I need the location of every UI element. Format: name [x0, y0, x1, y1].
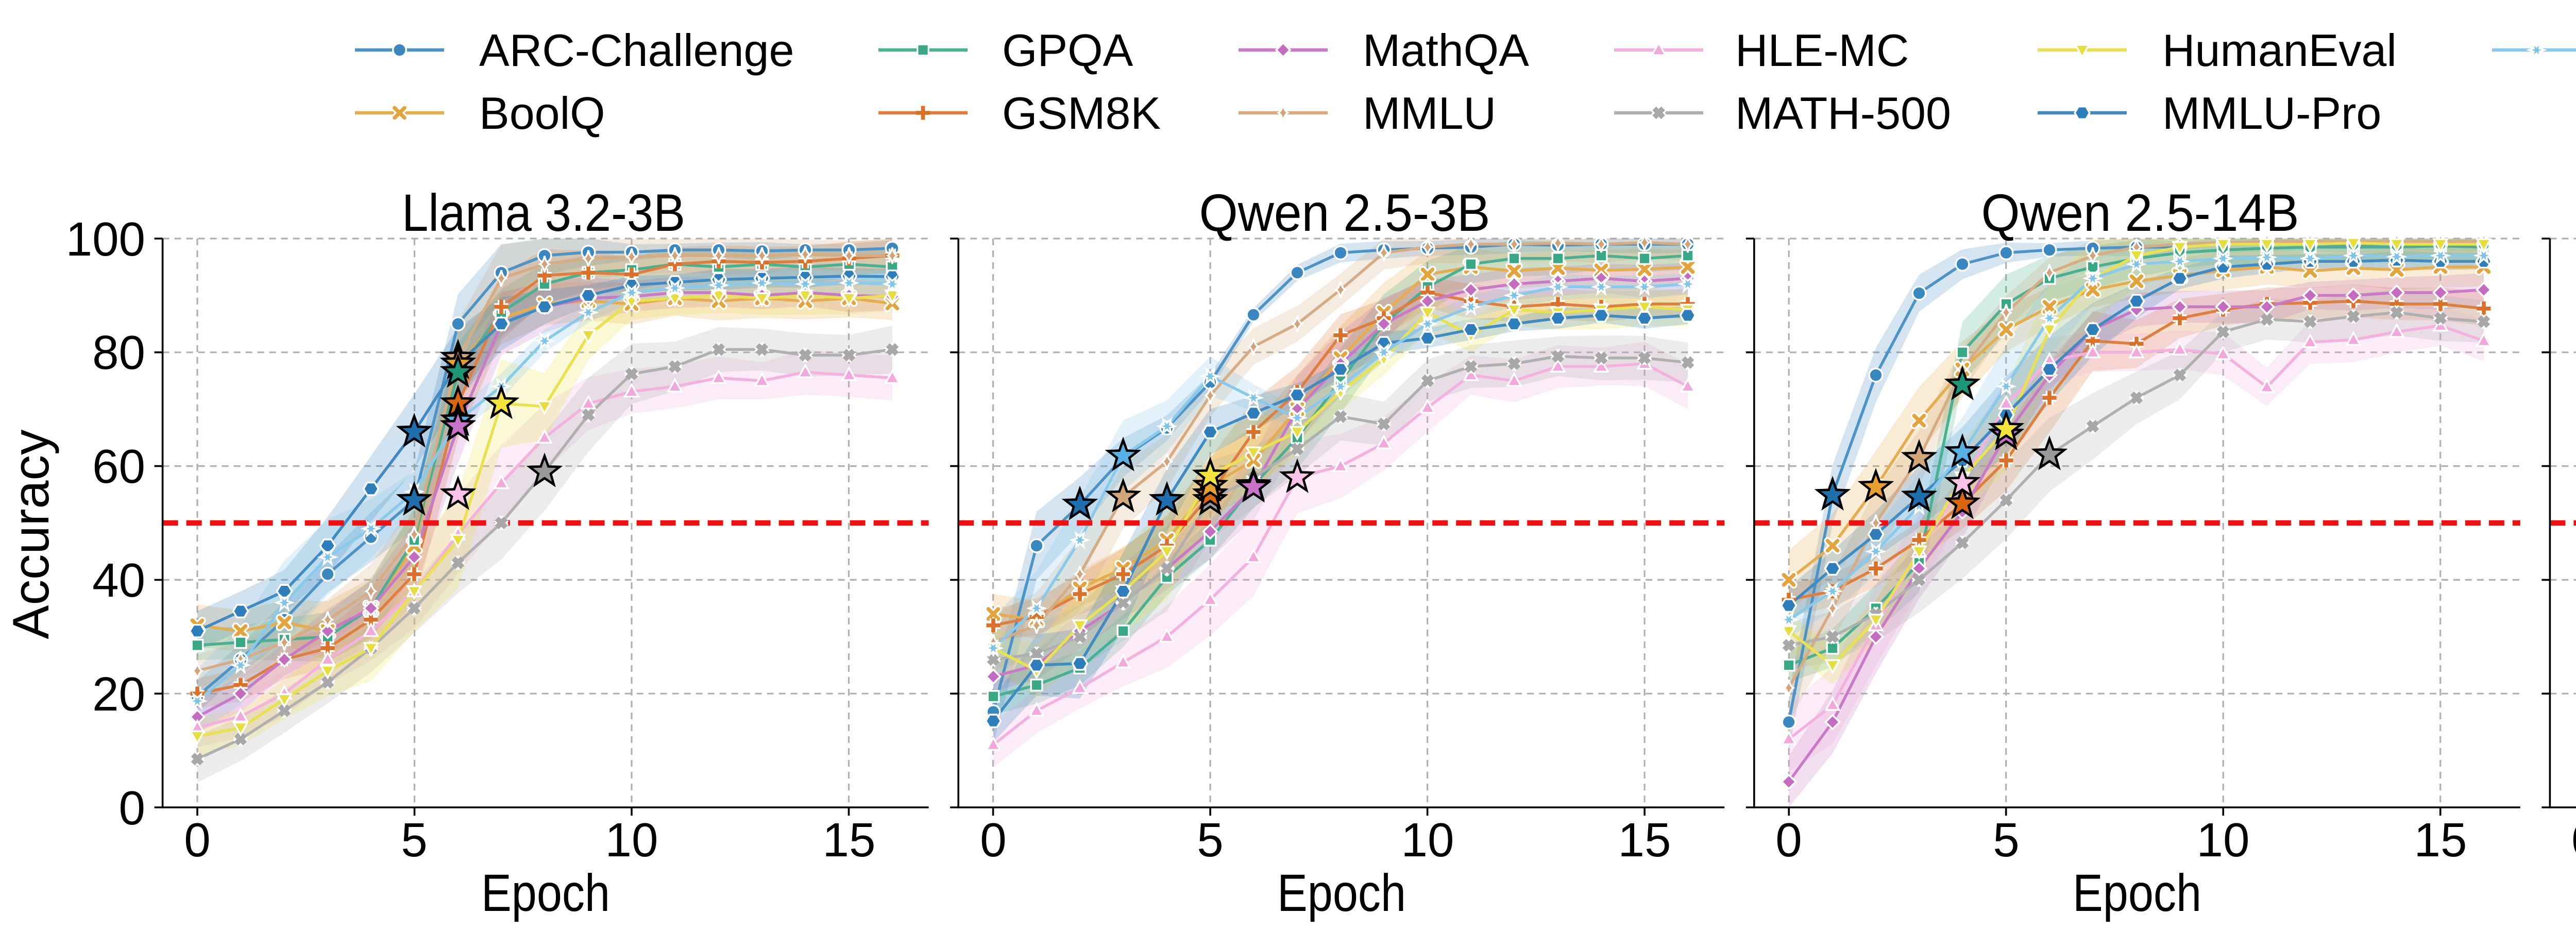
svg-text:Accuracy: Accuracy: [2, 429, 59, 639]
svg-text:HLE-MC: HLE-MC: [1735, 25, 1909, 76]
svg-text:5: 5: [1993, 813, 2019, 867]
svg-text:40: 40: [92, 553, 145, 607]
svg-text:Epoch: Epoch: [2073, 864, 2201, 922]
svg-text:0: 0: [1775, 813, 1802, 867]
svg-text:Qwen 2.5-3B: Qwen 2.5-3B: [1199, 183, 1490, 242]
svg-text:5: 5: [401, 813, 427, 867]
svg-text:HumanEval: HumanEval: [2162, 25, 2397, 76]
svg-text:20: 20: [92, 667, 145, 721]
svg-text:80: 80: [92, 326, 145, 379]
svg-text:15: 15: [823, 813, 876, 867]
svg-text:10: 10: [2197, 813, 2250, 867]
svg-text:10: 10: [1401, 813, 1454, 867]
svg-text:15: 15: [1618, 813, 1671, 867]
svg-text:15: 15: [2414, 813, 2467, 867]
svg-text:GSM8K: GSM8K: [1002, 88, 1161, 139]
svg-text:ARC-Challenge: ARC-Challenge: [479, 25, 794, 76]
svg-text:10: 10: [605, 813, 658, 867]
svg-text:60: 60: [92, 439, 145, 493]
svg-text:BoolQ: BoolQ: [479, 88, 605, 139]
svg-text:Qwen 2.5-14B: Qwen 2.5-14B: [1981, 183, 2299, 242]
svg-text:MATH-500: MATH-500: [1735, 88, 1951, 139]
svg-text:MMLU: MMLU: [1363, 88, 1496, 139]
svg-text:0: 0: [184, 813, 210, 867]
svg-text:Epoch: Epoch: [1277, 864, 1406, 922]
svg-text:0: 0: [119, 781, 145, 835]
svg-text:100: 100: [66, 212, 145, 266]
svg-text:5: 5: [1197, 813, 1223, 867]
svg-text:GPQA: GPQA: [1002, 25, 1133, 76]
svg-text:Llama 3.2-3B: Llama 3.2-3B: [402, 183, 685, 242]
svg-text:Epoch: Epoch: [481, 864, 610, 922]
svg-text:0: 0: [980, 813, 1006, 867]
svg-text:MathQA: MathQA: [1363, 25, 1529, 76]
svg-text:MMLU-Pro: MMLU-Pro: [2162, 88, 2381, 139]
svg-text:0: 0: [2571, 813, 2576, 867]
